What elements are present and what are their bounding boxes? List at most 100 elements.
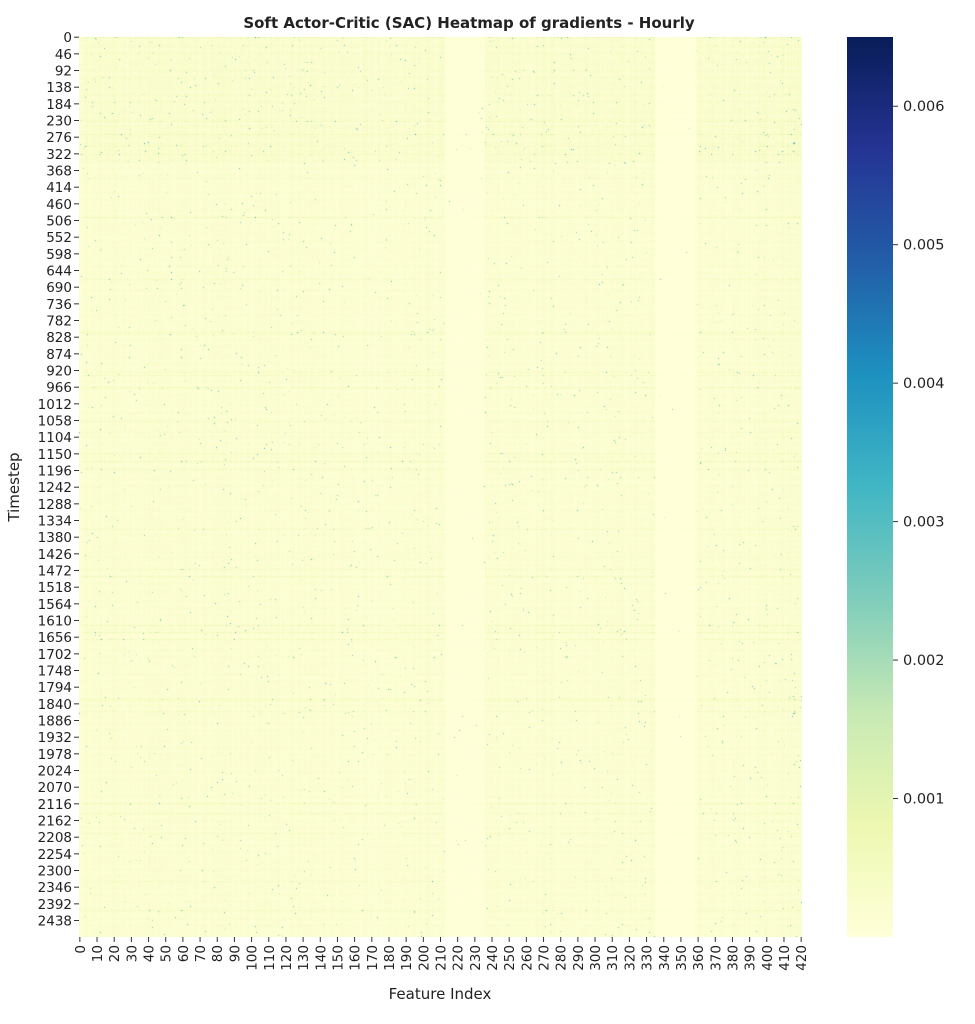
x-axis-label: Feature Index [389, 985, 492, 1003]
x-tick-label: 330 [640, 945, 656, 971]
heatmap-cells [79, 37, 802, 937]
x-tick-label: 30 [124, 945, 140, 962]
x-tick-label: 120 [279, 945, 295, 971]
y-tick-label: 1886 [38, 714, 72, 730]
y-tick-label: 1656 [38, 630, 72, 646]
x-tick-label: 280 [554, 945, 570, 971]
x-tick-label: 380 [725, 945, 741, 971]
y-tick-label: 46 [55, 47, 72, 63]
x-tick-label: 180 [382, 945, 398, 971]
y-tick-label: 1196 [38, 464, 72, 480]
y-tick-label: 1794 [38, 680, 72, 696]
x-tick-label: 250 [502, 945, 518, 971]
y-tick-label: 1012 [38, 397, 72, 413]
x-tick-label: 50 [159, 945, 175, 962]
x-tick-label: 300 [588, 945, 604, 971]
y-tick-label: 1426 [38, 547, 72, 563]
colorbar [847, 37, 893, 937]
x-tick-label: 0 [73, 945, 89, 954]
y-tick-label: 644 [46, 264, 72, 280]
x-tick-label: 210 [434, 945, 450, 971]
y-tick-label: 322 [46, 147, 72, 163]
y-tick-label: 920 [46, 364, 72, 380]
x-tick-label: 360 [691, 945, 707, 971]
y-tick-label: 184 [46, 97, 72, 113]
x-tick-label: 140 [313, 945, 329, 971]
x-tick-label: 220 [451, 945, 467, 971]
y-tick-label: 1702 [38, 647, 72, 663]
y-tick-label: 1564 [38, 597, 72, 613]
x-tick-label: 10 [90, 945, 106, 962]
y-tick-label: 2024 [38, 764, 72, 780]
y-tick-label: 460 [46, 197, 72, 213]
y-tick-label: 1978 [38, 747, 72, 763]
y-tick-label: 1150 [38, 447, 72, 463]
x-tick-label: 130 [296, 945, 312, 971]
y-tick-label: 414 [46, 180, 72, 196]
x-tick-label: 410 [777, 945, 793, 971]
colorbar-tick-label: 0.006 [903, 99, 945, 115]
y-tick-label: 966 [46, 380, 72, 396]
x-tick-label: 290 [571, 945, 587, 971]
y-tick-label: 230 [46, 114, 72, 130]
x-tick-label: 390 [743, 945, 759, 971]
y-axis-label: Timestep [5, 452, 23, 522]
y-tick-label: 1242 [38, 480, 72, 496]
colorbar-tick-label: 0.001 [903, 792, 945, 808]
x-tick-label: 170 [365, 945, 381, 971]
x-tick-label: 370 [708, 945, 724, 971]
x-tick-label: 90 [227, 945, 243, 962]
x-tick-label: 110 [262, 945, 278, 971]
x-tick-label: 270 [537, 945, 553, 971]
y-axis-ticks: 0469213818423027632236841446050655259864… [38, 30, 79, 930]
y-tick-label: 0 [63, 30, 72, 46]
x-tick-label: 340 [657, 945, 673, 971]
colorbar-tick-label: 0.005 [903, 238, 945, 254]
x-tick-label: 310 [605, 945, 621, 971]
y-tick-label: 138 [46, 80, 72, 96]
y-tick-label: 2208 [38, 830, 72, 846]
x-tick-label: 320 [622, 945, 638, 971]
y-tick-label: 2116 [38, 797, 72, 813]
y-tick-label: 2392 [38, 897, 72, 913]
y-tick-label: 92 [55, 64, 72, 80]
y-tick-label: 1288 [38, 497, 72, 513]
y-tick-label: 828 [46, 330, 72, 346]
x-tick-label: 190 [399, 945, 415, 971]
x-tick-label: 400 [760, 945, 776, 971]
x-tick-label: 60 [176, 945, 192, 962]
y-tick-label: 2070 [38, 780, 72, 796]
y-tick-label: 1380 [38, 530, 72, 546]
y-tick-label: 1472 [38, 564, 72, 580]
y-tick-label: 782 [46, 314, 72, 330]
y-tick-label: 874 [46, 347, 72, 363]
y-tick-label: 690 [46, 280, 72, 296]
y-tick-label: 552 [46, 230, 72, 246]
y-tick-label: 1748 [38, 664, 72, 680]
x-tick-label: 70 [193, 945, 209, 962]
x-tick-label: 80 [210, 945, 226, 962]
x-tick-label: 100 [245, 945, 261, 971]
x-tick-label: 420 [794, 945, 810, 971]
y-tick-label: 2300 [38, 864, 72, 880]
x-tick-label: 260 [519, 945, 535, 971]
colorbar-tick-label: 0.003 [903, 515, 945, 531]
y-tick-label: 276 [46, 130, 72, 146]
y-tick-label: 1840 [38, 697, 72, 713]
heatmap-plot-area [79, 37, 802, 937]
colorbar-ticks: 0.001 0.002 0.003 0.004 0.005 0.006 [893, 99, 945, 808]
y-tick-label: 506 [46, 214, 72, 230]
y-tick-label: 598 [46, 247, 72, 263]
x-tick-label: 350 [674, 945, 690, 971]
chart-title: Soft Actor-Critic (SAC) Heatmap of gradi… [243, 14, 695, 32]
colorbar-tick-label: 0.004 [903, 376, 945, 392]
x-tick-label: 150 [330, 945, 346, 971]
y-tick-label: 1058 [38, 414, 72, 430]
x-tick-label: 40 [142, 945, 158, 962]
y-tick-label: 1334 [38, 514, 72, 530]
y-tick-label: 1104 [38, 430, 72, 446]
x-tick-label: 20 [107, 945, 123, 962]
y-tick-label: 1932 [38, 730, 72, 746]
x-tick-label: 200 [416, 945, 432, 971]
